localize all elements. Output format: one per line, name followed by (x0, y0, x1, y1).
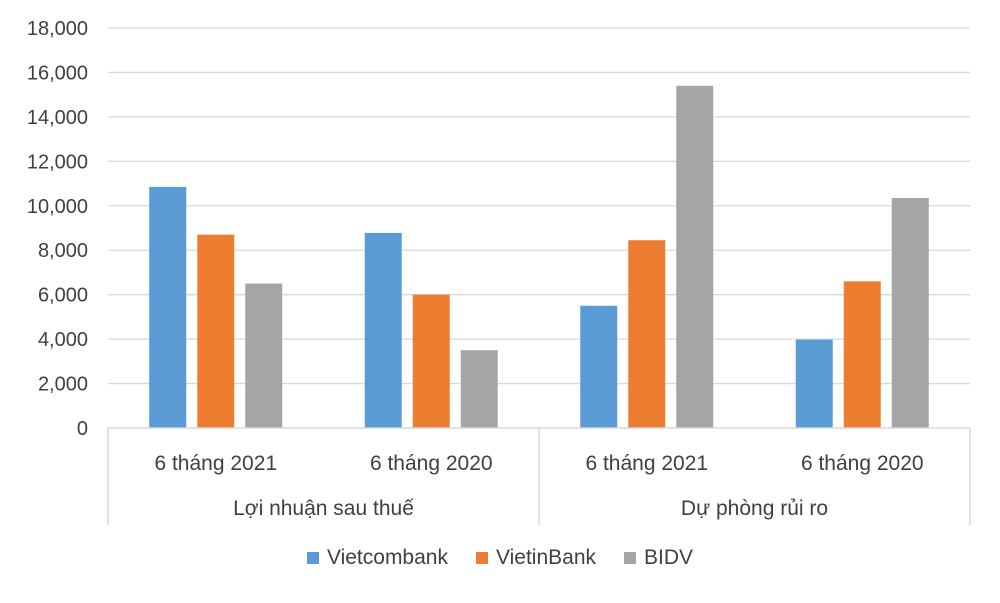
y-tick-label: 12,000 (27, 151, 88, 173)
y-tick-label: 14,000 (27, 107, 88, 129)
bar-bidv (245, 283, 283, 428)
y-tick-label: 0 (77, 418, 88, 440)
y-tick-label: 6,000 (38, 285, 88, 307)
legend-label: Vietcombank (326, 546, 448, 569)
bar-vietcombank (580, 305, 618, 428)
bar-chart: 0 2,000 4,000 6,000 8,000 10,000 12,000 14,000 1… (27, 18, 971, 525)
bar-vietcombank (795, 339, 833, 428)
bar-bidv (460, 350, 498, 428)
y-axis: 0 2,000 4,000 6,000 8,000 10,000 12,000 14,000 1… (27, 18, 88, 440)
x-axis: 6 tháng 2021 6 tháng 2020 6 tháng 2021 6 th… (107, 427, 971, 525)
y-tick-label: 4,000 (38, 329, 88, 351)
category-label: 6 tháng 2021 (154, 452, 277, 475)
legend-swatch (475, 552, 488, 564)
y-tick-label: 16,000 (27, 62, 88, 84)
y-tick-label: 10,000 (27, 196, 88, 218)
y-tick-label: 18,000 (27, 18, 88, 40)
gridlines (108, 27, 970, 385)
legend-item: Vietcombank (306, 546, 448, 570)
category-label: 6 tháng 2021 (585, 452, 708, 475)
legend-item: VietinBank (475, 546, 597, 570)
y-tick-label: 8,000 (38, 240, 88, 262)
group-label: Lợi nhuận sau thuế (233, 497, 414, 520)
legend-label: VietinBank (495, 546, 597, 569)
bar-vietinbank (412, 294, 450, 428)
bar-bidv (676, 85, 714, 429)
legend-label: BIDV (644, 546, 694, 569)
bar-vietinbank (628, 240, 666, 428)
bar-vietinbank (843, 281, 881, 428)
y-tick-label: 2,000 (38, 374, 88, 396)
legend-swatch (306, 552, 319, 564)
bar-vietinbank (197, 234, 235, 428)
legend-item: BIDV (624, 546, 693, 570)
bars (149, 85, 929, 429)
bar-vietcombank (364, 232, 402, 428)
bar-bidv (891, 198, 929, 428)
category-label: 6 tháng 2020 (370, 452, 493, 475)
category-label: 6 tháng 2020 (801, 452, 924, 475)
legend: Vietcombank VietinBank BIDV (0, 546, 1000, 570)
group-label: Dự phòng rủi ro (681, 497, 828, 520)
legend-swatch (624, 552, 637, 564)
bar-vietcombank (149, 186, 187, 428)
